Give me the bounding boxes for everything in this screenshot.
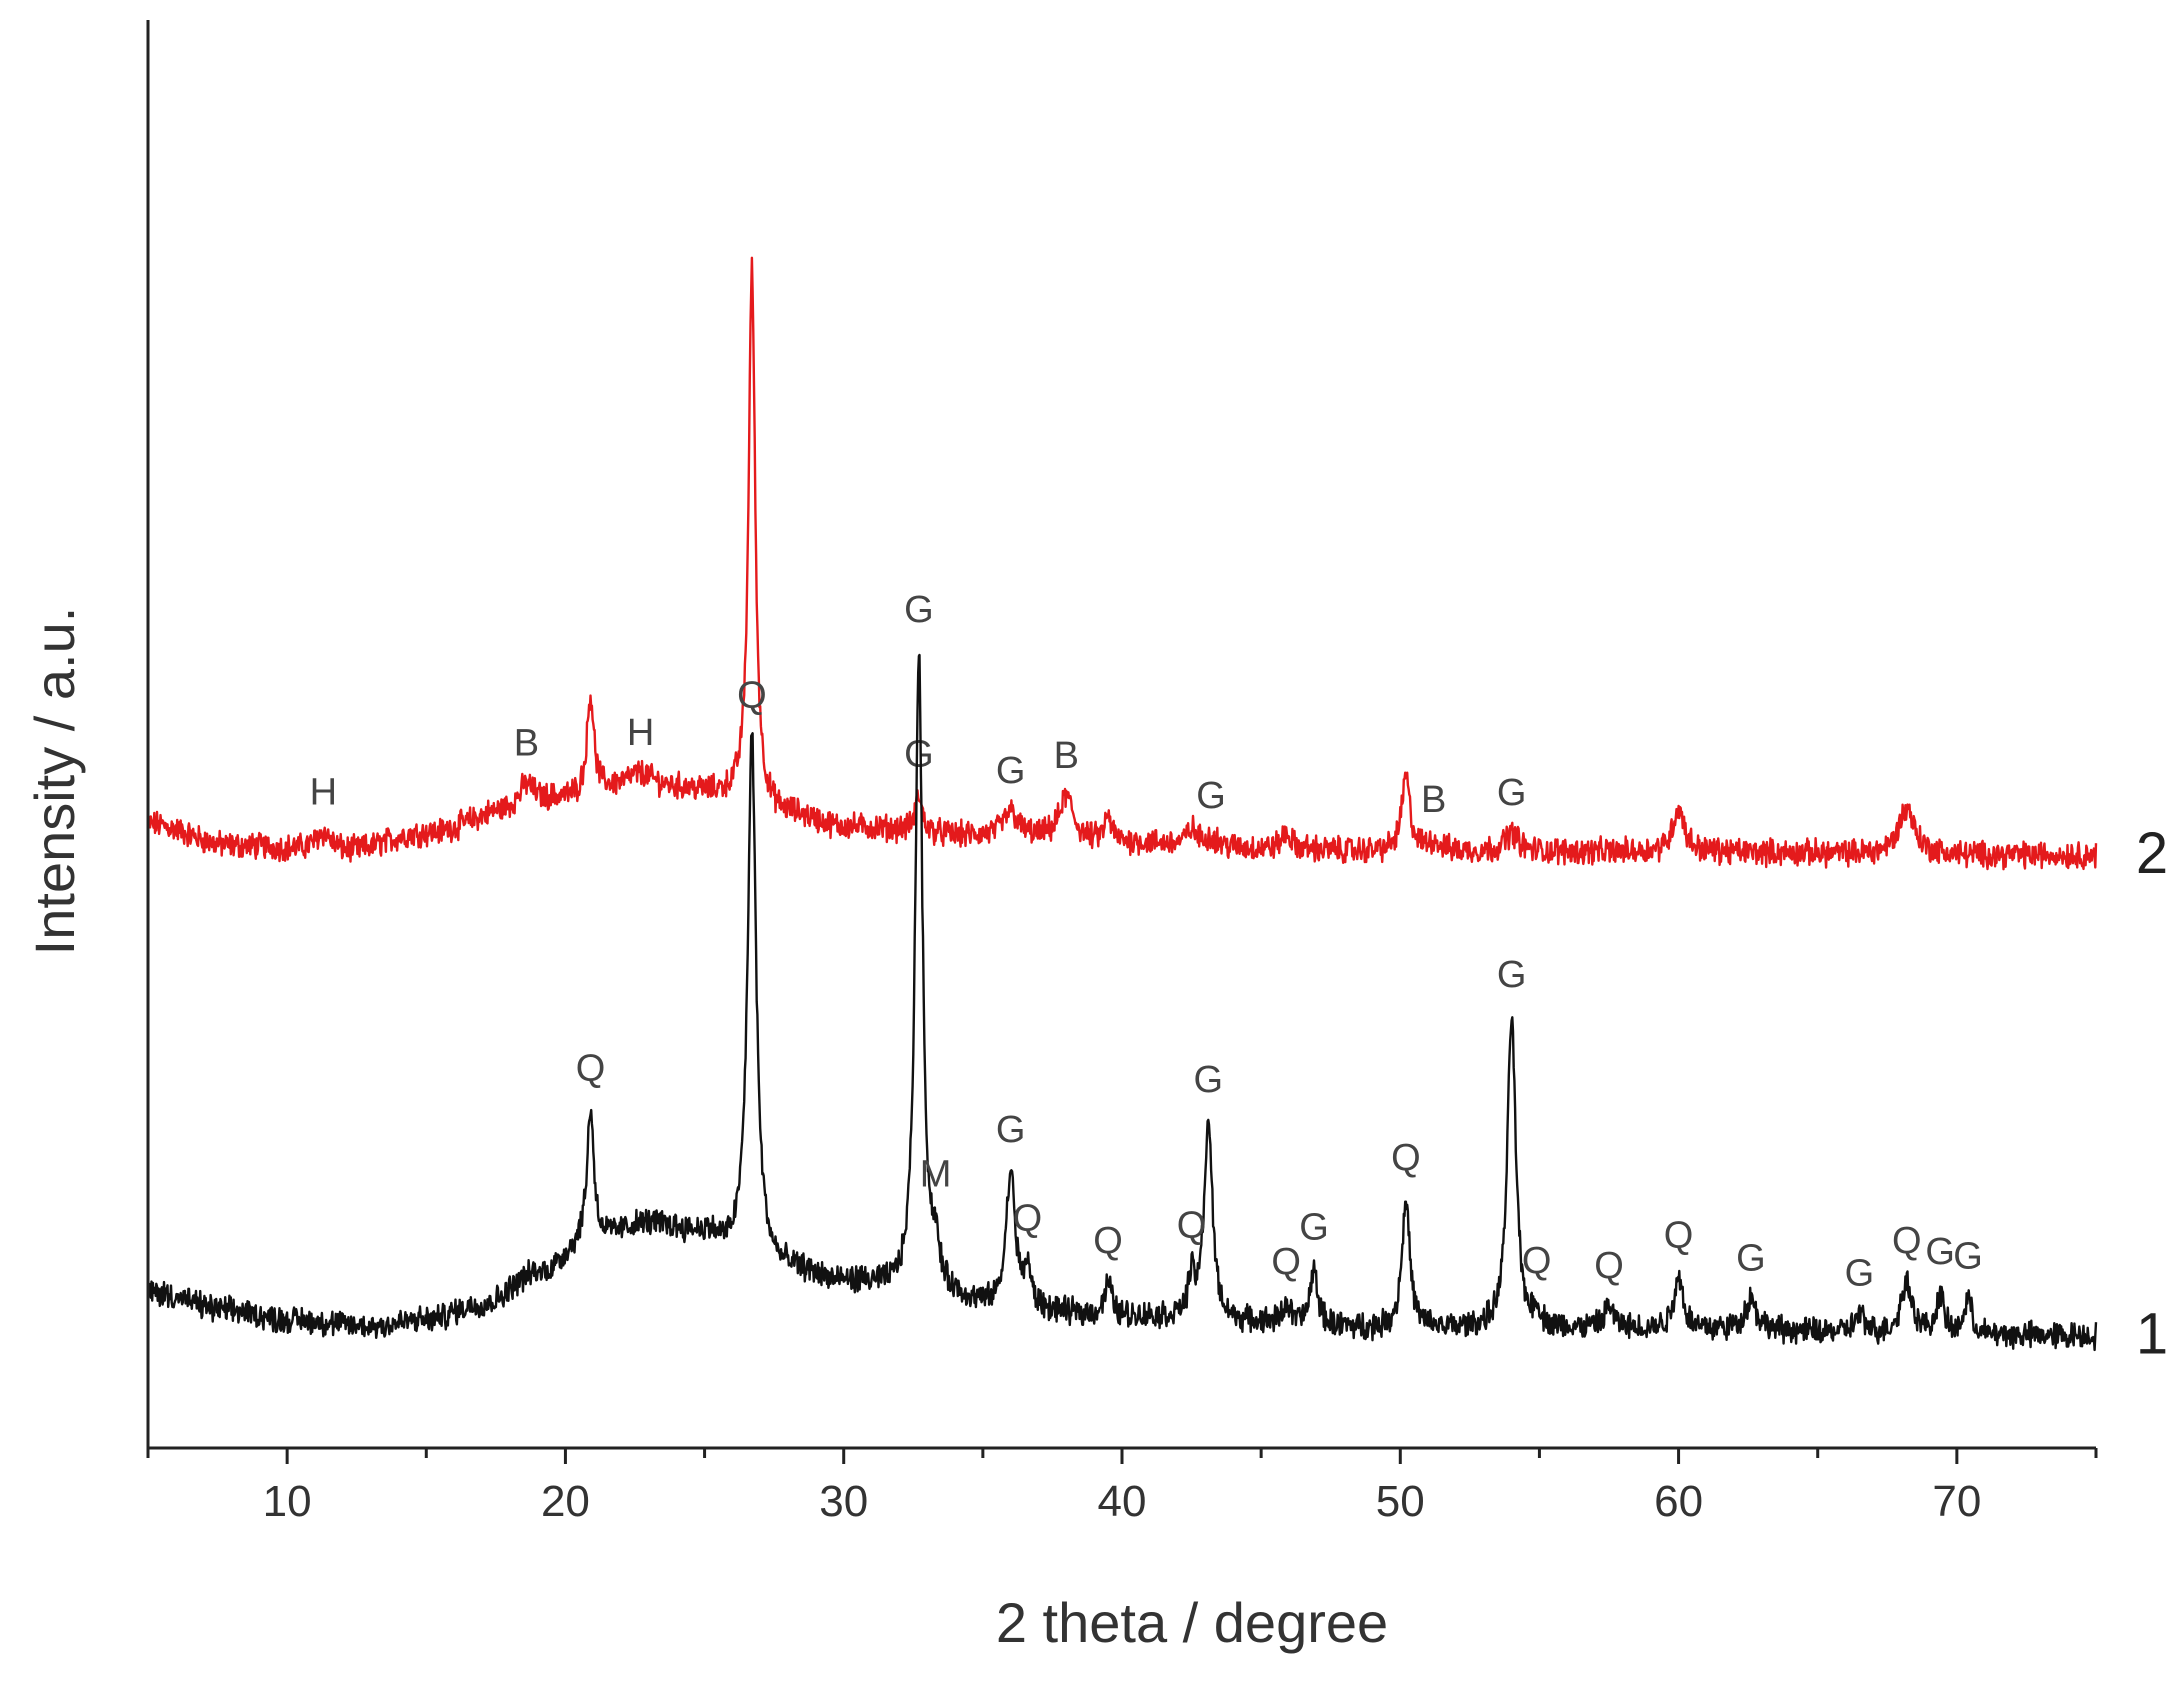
peak-label: Q bbox=[576, 1048, 606, 1090]
peak-label: Q bbox=[1522, 1240, 1552, 1282]
peak-label: G bbox=[1925, 1231, 1955, 1273]
x-axis-ticks: 10 20 30 40 50 60 70 bbox=[146, 1448, 2098, 1526]
peak-label: Q bbox=[1892, 1220, 1922, 1262]
peak-label: G bbox=[1196, 775, 1226, 817]
peak-label: G bbox=[1193, 1059, 1223, 1101]
series-2-line bbox=[146, 256, 2098, 871]
x-axis-title: 2 theta / degree bbox=[996, 1591, 1388, 1654]
peak-label: G bbox=[996, 750, 1026, 792]
peak-label: G bbox=[904, 589, 934, 631]
peak-label: G bbox=[996, 1109, 1026, 1151]
series-1-label: 1 bbox=[2136, 1301, 2168, 1366]
peak-label: Q bbox=[1594, 1245, 1624, 1287]
x-tick-label: 70 bbox=[1932, 1477, 1981, 1526]
peak-label: Q bbox=[1177, 1205, 1207, 1247]
peak-label: H bbox=[627, 712, 654, 754]
peak-label: M bbox=[920, 1153, 952, 1195]
peak-label: Q bbox=[737, 674, 767, 716]
peak-label: B bbox=[1054, 735, 1079, 777]
peak-label: G bbox=[1736, 1238, 1766, 1280]
peak-label: Q bbox=[1664, 1215, 1694, 1257]
peak-label: G bbox=[904, 733, 934, 775]
peak-label: Q bbox=[1271, 1241, 1301, 1283]
peak-label: B bbox=[1421, 779, 1446, 821]
x-tick-label: 40 bbox=[1098, 1477, 1147, 1526]
peak-label: B bbox=[514, 722, 539, 764]
x-tick-label: 60 bbox=[1654, 1477, 1703, 1526]
series-2-label: 2 bbox=[2136, 821, 2168, 886]
peak-label: Q bbox=[1391, 1137, 1421, 1179]
peak-label: Q bbox=[1013, 1198, 1043, 1240]
x-tick-label: 30 bbox=[819, 1477, 868, 1526]
peak-label: G bbox=[1497, 772, 1527, 814]
peak-label: H bbox=[310, 772, 337, 814]
series-1-line bbox=[146, 653, 2098, 1352]
peak-label: G bbox=[1953, 1236, 1983, 1278]
peak-label: G bbox=[1299, 1207, 1329, 1249]
x-tick-label: 20 bbox=[541, 1477, 590, 1526]
x-tick-label: 50 bbox=[1376, 1477, 1425, 1526]
peak-label: Q bbox=[1093, 1220, 1123, 1262]
peak-label: G bbox=[1497, 954, 1527, 996]
y-axis-title: Intensity / a.u. bbox=[23, 607, 86, 956]
peak-label: G bbox=[1845, 1253, 1875, 1295]
x-tick-label: 10 bbox=[263, 1477, 312, 1526]
